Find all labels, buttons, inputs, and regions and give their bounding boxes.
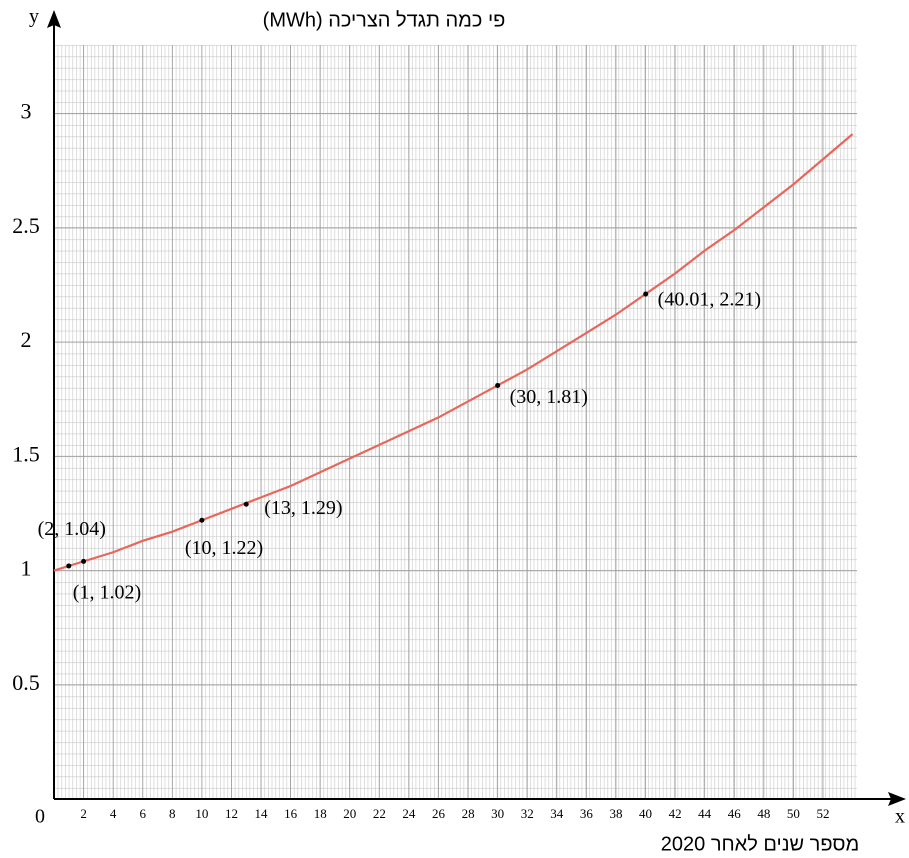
x-tick-label: 50 [787, 806, 800, 821]
x-tick-label: 16 [284, 806, 298, 821]
data-point [81, 558, 87, 564]
y-tick-label: 3 [21, 99, 32, 124]
point-label: (13, 1.29) [264, 497, 342, 519]
point-label: (1, 1.02) [73, 582, 141, 604]
x-tick-label: 6 [139, 806, 146, 821]
x-tick-label: 44 [698, 806, 712, 821]
x-tick-label: 8 [169, 806, 176, 821]
x-tick-label: 38 [609, 806, 622, 821]
x-tick-label: 4 [110, 806, 117, 821]
y-tick-label: 1 [21, 556, 32, 581]
x-tick-label: 24 [402, 806, 416, 821]
origin-label: 0 [35, 806, 45, 828]
fine-grid [54, 45, 857, 799]
x-tick-label: 52 [816, 806, 829, 821]
y-tick-label: 2 [21, 327, 32, 352]
x-tick-label: 20 [343, 806, 356, 821]
x-axis-name: x [895, 806, 905, 828]
data-point [643, 291, 649, 297]
x-tick-label: 12 [225, 806, 238, 821]
x-tick-label: 18 [314, 806, 327, 821]
y-arrow [47, 10, 61, 28]
y-axis-label: פי כמה תגדל הצריכה (MWh) [263, 9, 506, 31]
x-tick-label: 42 [669, 806, 682, 821]
x-tick-label: 32 [521, 806, 534, 821]
point-label: (10, 1.22) [185, 537, 263, 559]
x-tick-label: 40 [639, 806, 652, 821]
point-label: (40.01, 2.21) [658, 289, 761, 311]
x-tick-label: 14 [255, 806, 269, 821]
data-point [495, 382, 501, 388]
x-tick-label: 30 [491, 806, 504, 821]
data-point [199, 517, 205, 523]
x-tick-label: 36 [580, 806, 594, 821]
x-tick-label: 34 [550, 806, 564, 821]
plot: (1, 1.02) (2, 1.04) (10, 1.22)(13, 1.29) (3… [38, 133, 854, 604]
y-tick-label: 0.5 [12, 670, 40, 695]
curve [53, 133, 854, 572]
x-tick-label: 46 [728, 806, 742, 821]
x-tick-label: 22 [373, 806, 386, 821]
x-arrow [888, 792, 906, 806]
x-tick-label: 28 [462, 806, 475, 821]
x-axis-label: מספר שנים לאחר 2020 [661, 833, 859, 855]
x-tick-label: 48 [757, 806, 770, 821]
y-tick-label: 1.5 [12, 441, 40, 466]
y-axis-name: y [29, 6, 39, 28]
x-tick-label: 2 [80, 806, 87, 821]
x-tick-label: 10 [195, 806, 208, 821]
grid [54, 45, 857, 799]
data-point [243, 501, 249, 507]
point-label: (2, 1.04) [38, 518, 106, 540]
y-tick-label: 2.5 [12, 213, 40, 238]
point-label: (30, 1.81) [510, 386, 588, 408]
x-tick-label: 26 [432, 806, 446, 821]
data-point [66, 563, 72, 569]
